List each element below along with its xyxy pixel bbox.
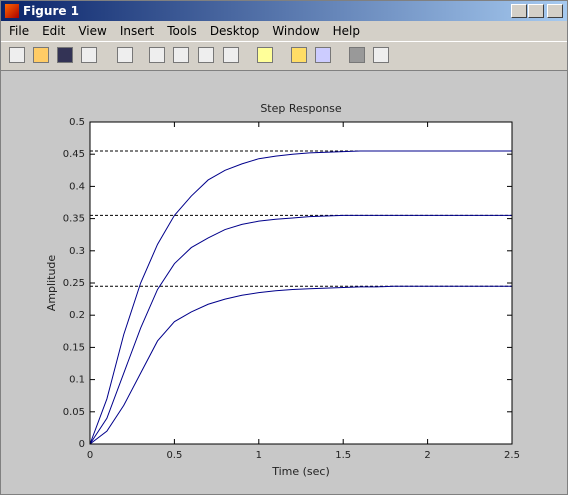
menu-item[interactable]: Insert bbox=[119, 24, 155, 38]
pan-button[interactable] bbox=[198, 47, 214, 63]
legend-button[interactable] bbox=[315, 47, 331, 63]
menu-item[interactable]: Edit bbox=[42, 24, 66, 38]
menu-bar: File Edit View Insert Tools Desktop Window Help bbox=[1, 21, 567, 41]
y-tick-label: 0.2 bbox=[69, 310, 85, 321]
y-tick-label: 0.1 bbox=[69, 375, 85, 386]
x-tick-label: 2 bbox=[424, 450, 430, 461]
menu-item[interactable]: Tools bbox=[167, 24, 197, 38]
menu-item[interactable]: File bbox=[9, 24, 30, 38]
figure: Step Response Time (sec) Amplitude 0 0.5 1 1.5… bbox=[1, 71, 567, 494]
menu-item[interactable]: Help bbox=[332, 24, 360, 38]
x-tick-label: 2.5 bbox=[504, 450, 520, 461]
zoom-out-button[interactable] bbox=[173, 47, 189, 63]
plot-area bbox=[90, 122, 512, 444]
app-icon bbox=[5, 4, 19, 18]
window-title: Figure 1 bbox=[23, 4, 80, 18]
x-tick-label: 0 bbox=[87, 450, 93, 461]
y-axis-label: Amplitude bbox=[45, 255, 58, 312]
x-axis-label: Time (sec) bbox=[271, 465, 330, 478]
open-button[interactable] bbox=[33, 47, 49, 63]
new-button[interactable] bbox=[9, 47, 25, 63]
minimize-button[interactable] bbox=[511, 4, 527, 18]
close-button[interactable] bbox=[547, 4, 563, 18]
save-button[interactable] bbox=[57, 47, 73, 63]
data-cursor-button[interactable] bbox=[257, 47, 273, 63]
chart-title: Step Response bbox=[260, 102, 342, 115]
colorbar-button[interactable] bbox=[291, 47, 307, 63]
x-tick-label: 1.5 bbox=[335, 450, 351, 461]
y-tick-label: 0.3 bbox=[69, 246, 85, 257]
y-tick-label: 0.4 bbox=[69, 181, 85, 192]
menu-item[interactable]: Window bbox=[272, 24, 320, 38]
hide-plot-tools-button[interactable] bbox=[349, 47, 365, 63]
select-button[interactable] bbox=[117, 47, 133, 63]
y-tick-label: 0.15 bbox=[63, 342, 85, 353]
show-plot-tools-button[interactable] bbox=[373, 47, 389, 63]
y-tick-label: 0.25 bbox=[63, 278, 85, 289]
menu-item[interactable]: View bbox=[78, 24, 107, 38]
menu-item[interactable]: Desktop bbox=[209, 24, 260, 38]
title-bar: Figure 1 bbox=[1, 1, 567, 21]
response-line bbox=[89, 150, 512, 445]
y-tick-label: 0 bbox=[79, 439, 85, 450]
x-tick-label: 0.5 bbox=[166, 450, 182, 461]
zoom-in-button[interactable] bbox=[149, 47, 165, 63]
maximize-button[interactable] bbox=[528, 4, 544, 18]
axes-box bbox=[89, 121, 513, 445]
response-line bbox=[89, 214, 512, 445]
response-line bbox=[89, 285, 512, 445]
toolbar bbox=[1, 41, 567, 71]
y-tick-label: 0.05 bbox=[63, 407, 85, 418]
print-button[interactable] bbox=[81, 47, 97, 63]
x-tick-label: 1 bbox=[256, 450, 262, 461]
y-tick-label: 0.35 bbox=[63, 214, 85, 225]
y-tick-label: 0.45 bbox=[63, 149, 85, 160]
y-tick-label: 0.5 bbox=[69, 117, 85, 128]
rotate-button[interactable] bbox=[223, 47, 239, 63]
